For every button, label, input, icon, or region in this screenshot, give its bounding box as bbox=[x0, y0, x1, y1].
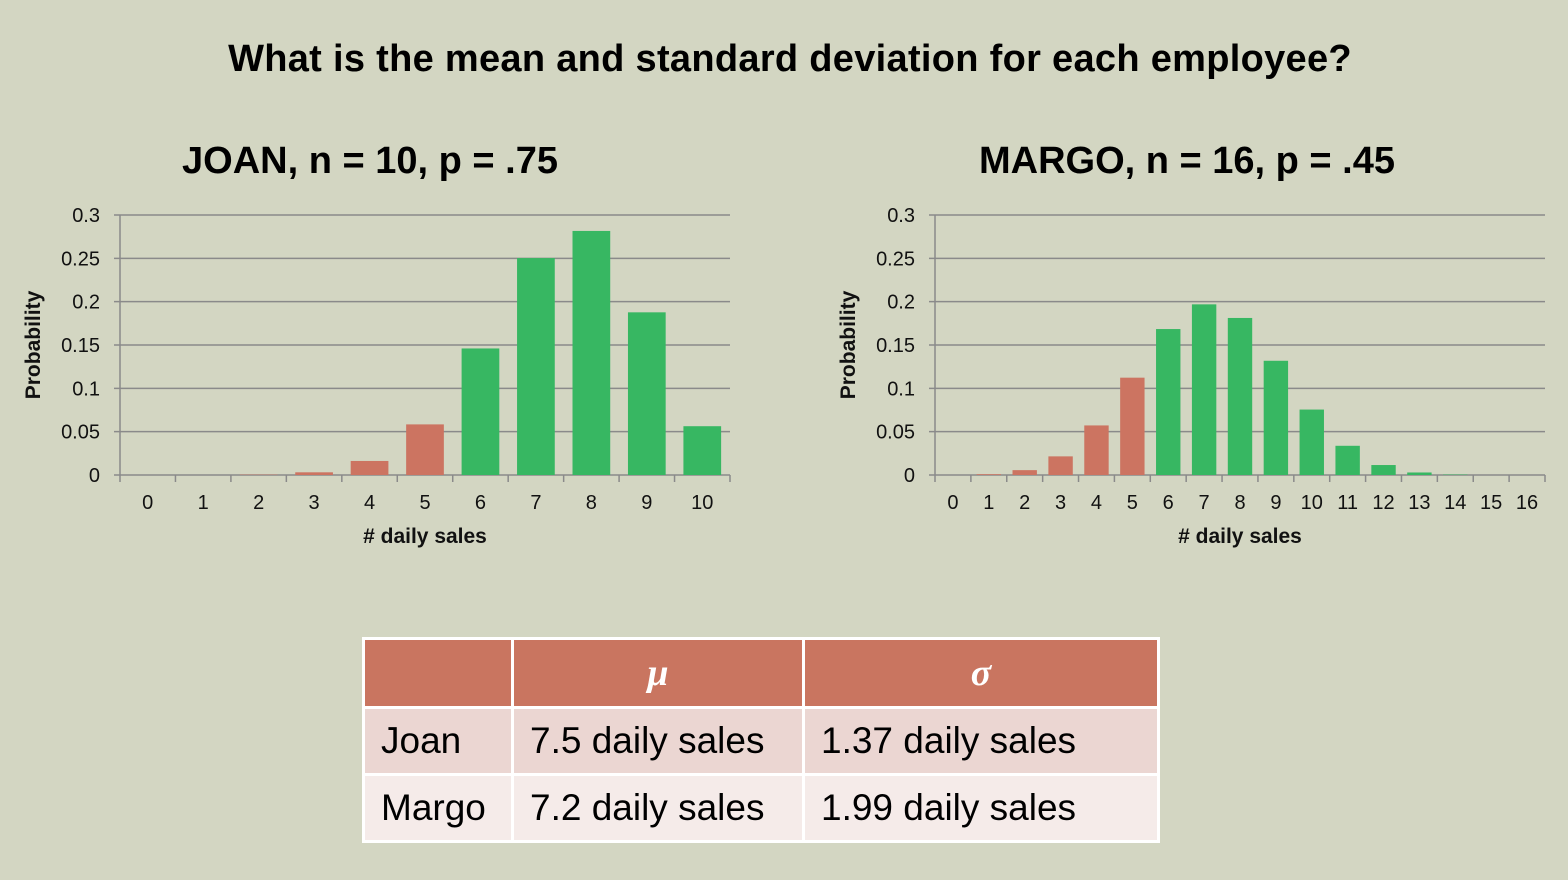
bar-8 bbox=[1227, 317, 1253, 475]
x-tick-label: 9 bbox=[1270, 492, 1281, 514]
margo-chart-title: MARGO, n = 16, p = .45 bbox=[978, 140, 1395, 182]
x-tick-label: 0 bbox=[142, 492, 153, 514]
x-tick-label: 4 bbox=[364, 492, 375, 514]
y-tick-label: 0.1 bbox=[72, 378, 100, 400]
y-axis-label: Probability bbox=[837, 290, 860, 399]
bar-4 bbox=[350, 460, 389, 475]
x-tick-label: 7 bbox=[530, 492, 541, 514]
margo-bar-chart: 00.050.10.150.20.250.30 1 2 3 4 5 6 7 8 9 10 11 12 13… bbox=[837, 205, 1546, 548]
y-tick-label: 0.2 bbox=[887, 292, 915, 314]
bar-7 bbox=[517, 258, 555, 475]
bar-9 bbox=[1263, 360, 1289, 475]
table-row: Joan 7.5 daily sales 1.37 daily sales bbox=[362, 706, 1160, 776]
header-sigma: σ bbox=[802, 637, 1160, 709]
row-mu: 7.5 daily sales bbox=[511, 706, 805, 776]
x-tick-label: 4 bbox=[1091, 492, 1102, 514]
x-tick-label: 10 bbox=[1301, 492, 1323, 514]
x-tick-label: 1 bbox=[198, 492, 209, 514]
joan-bar-chart: 0 0.05 0.1 0.15 0.2 0.25 0.3 0 1 2 3 4 5 6 7 8 9 10 # dail… bbox=[22, 205, 731, 548]
x-tick-label: 2 bbox=[253, 492, 264, 514]
x-tick-label: 6 bbox=[475, 492, 486, 514]
bar-10 bbox=[1299, 409, 1324, 475]
bar-7 bbox=[1191, 304, 1217, 475]
bar-9 bbox=[627, 312, 666, 475]
row-sigma: 1.37 daily sales bbox=[802, 706, 1160, 776]
x-tick-label: 3 bbox=[1055, 492, 1066, 514]
y-tick-label: 0.15 bbox=[876, 335, 915, 357]
x-tick-label: 6 bbox=[1163, 492, 1174, 514]
bar-3 bbox=[1048, 456, 1073, 475]
x-tick-label: 7 bbox=[1199, 492, 1210, 514]
bar-11 bbox=[1335, 445, 1360, 475]
row-name: Joan bbox=[362, 706, 514, 776]
table-row: Margo 7.2 daily sales 1.99 daily sales bbox=[362, 773, 1160, 843]
y-axis-label: Probability bbox=[22, 290, 45, 399]
bar-5 bbox=[1120, 377, 1145, 475]
slide-title: What is the mean and standard deviation … bbox=[228, 38, 1352, 80]
bar-12 bbox=[1371, 465, 1396, 475]
y-tick-label: 0.05 bbox=[876, 422, 915, 444]
joan-chart-title: JOAN, n = 10, p = .75 bbox=[182, 140, 558, 182]
header-empty bbox=[362, 637, 514, 709]
y-tick-label: 0.3 bbox=[72, 205, 100, 227]
x-tick-label: 5 bbox=[1127, 492, 1138, 514]
x-tick-label: 5 bbox=[419, 492, 430, 514]
x-tick-label: 3 bbox=[309, 492, 320, 514]
row-mu: 7.2 daily sales bbox=[511, 773, 805, 843]
row-name: Margo bbox=[362, 773, 514, 843]
y-tick-label: 0.2 bbox=[72, 292, 100, 314]
y-tick-label: 0.3 bbox=[887, 205, 915, 227]
bar-1 bbox=[976, 474, 1002, 475]
x-tick-label: 2 bbox=[1019, 492, 1030, 514]
y-tick-label: 0 bbox=[89, 465, 100, 487]
x-tick-label: 14 bbox=[1444, 492, 1466, 514]
x-axis-label: # daily sales bbox=[1178, 525, 1302, 548]
stats-table: μ σ Joan 7.5 daily sales 1.37 daily sale… bbox=[362, 637, 1160, 843]
bar-13 bbox=[1407, 472, 1432, 475]
y-tick-label: 0 bbox=[904, 465, 915, 487]
y-tick-label: 0.1 bbox=[887, 378, 915, 400]
bar-6 bbox=[461, 348, 500, 475]
stats-table-header: μ σ bbox=[362, 637, 1160, 709]
x-tick-label: 8 bbox=[586, 492, 597, 514]
x-tick-label: 16 bbox=[1516, 492, 1538, 514]
x-tick-label: 15 bbox=[1480, 492, 1502, 514]
y-tick-label: 0.15 bbox=[61, 335, 100, 357]
bar-4 bbox=[1084, 425, 1109, 475]
bar-2 bbox=[1012, 470, 1037, 475]
bar-10 bbox=[683, 426, 722, 475]
x-axis-label: # daily sales bbox=[363, 525, 487, 548]
y-tick-label: 0.05 bbox=[61, 422, 100, 444]
header-mu: μ bbox=[511, 637, 805, 709]
x-tick-label: 9 bbox=[641, 492, 652, 514]
x-tick-label: 11 bbox=[1337, 492, 1358, 514]
bar-6 bbox=[1156, 329, 1181, 475]
y-tick-label: 0.25 bbox=[876, 248, 915, 270]
x-tick-label: 12 bbox=[1372, 492, 1394, 514]
bar-8 bbox=[572, 230, 611, 475]
x-tick-label: 0 bbox=[947, 492, 958, 514]
y-tick-label: 0.25 bbox=[61, 248, 100, 270]
x-tick-label: 13 bbox=[1408, 492, 1430, 514]
row-sigma: 1.99 daily sales bbox=[802, 773, 1160, 843]
x-tick-label: 8 bbox=[1234, 492, 1245, 514]
x-tick-label: 10 bbox=[691, 492, 713, 514]
x-tick-label: 1 bbox=[983, 492, 994, 514]
bar-3 bbox=[295, 472, 333, 475]
bar-5 bbox=[406, 424, 444, 475]
